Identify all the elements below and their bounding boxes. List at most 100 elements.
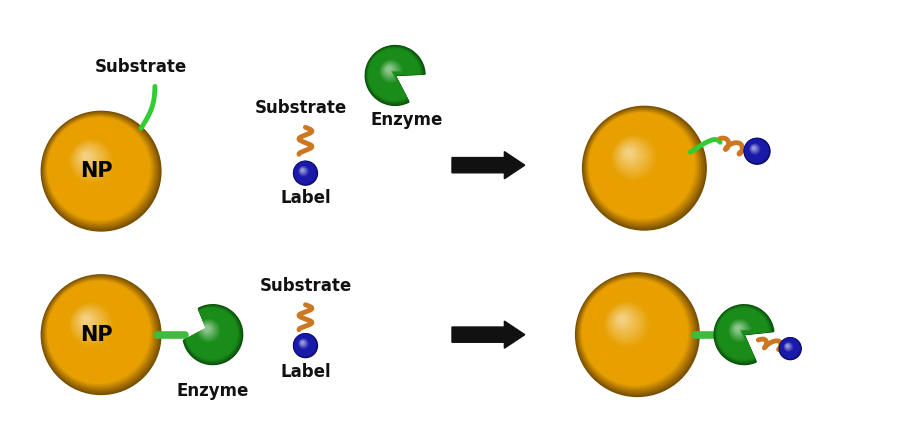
Wedge shape — [385, 66, 394, 74]
Ellipse shape — [296, 336, 313, 353]
Ellipse shape — [82, 315, 91, 325]
Wedge shape — [386, 66, 392, 73]
Text: Substrate: Substrate — [95, 58, 187, 77]
Ellipse shape — [751, 145, 759, 153]
Ellipse shape — [615, 139, 651, 175]
Ellipse shape — [57, 126, 135, 205]
Ellipse shape — [297, 165, 311, 179]
Wedge shape — [186, 307, 239, 361]
Ellipse shape — [786, 344, 789, 348]
Ellipse shape — [64, 134, 122, 192]
Ellipse shape — [297, 337, 312, 352]
Wedge shape — [367, 48, 421, 102]
Ellipse shape — [300, 340, 306, 346]
Ellipse shape — [614, 312, 633, 330]
Ellipse shape — [294, 334, 317, 358]
Wedge shape — [728, 319, 752, 342]
Ellipse shape — [66, 299, 119, 352]
Ellipse shape — [300, 168, 305, 173]
Ellipse shape — [75, 309, 102, 335]
Ellipse shape — [299, 167, 309, 176]
Ellipse shape — [299, 339, 308, 348]
Wedge shape — [724, 315, 759, 350]
Ellipse shape — [745, 140, 768, 162]
Ellipse shape — [52, 122, 143, 213]
Ellipse shape — [584, 108, 704, 228]
Ellipse shape — [297, 338, 311, 350]
Wedge shape — [197, 318, 222, 344]
Ellipse shape — [65, 299, 120, 354]
Ellipse shape — [744, 138, 770, 164]
Ellipse shape — [42, 276, 159, 392]
Ellipse shape — [56, 125, 137, 207]
Ellipse shape — [294, 334, 317, 357]
Ellipse shape — [68, 302, 115, 349]
Ellipse shape — [57, 290, 135, 369]
Ellipse shape — [785, 343, 791, 350]
Ellipse shape — [597, 121, 682, 205]
Ellipse shape — [596, 294, 663, 360]
Ellipse shape — [594, 291, 667, 364]
FancyArrow shape — [452, 152, 524, 179]
Ellipse shape — [588, 112, 697, 221]
Ellipse shape — [51, 284, 145, 378]
Ellipse shape — [300, 167, 307, 175]
Ellipse shape — [295, 163, 314, 182]
Ellipse shape — [612, 308, 638, 336]
Wedge shape — [726, 317, 755, 346]
Ellipse shape — [780, 338, 799, 358]
Ellipse shape — [302, 169, 304, 171]
Ellipse shape — [613, 137, 653, 177]
Ellipse shape — [750, 144, 761, 155]
Wedge shape — [721, 311, 763, 354]
Ellipse shape — [617, 314, 629, 326]
Ellipse shape — [82, 152, 91, 161]
Text: Label: Label — [280, 189, 330, 207]
Ellipse shape — [604, 128, 668, 192]
Wedge shape — [714, 305, 774, 365]
Ellipse shape — [577, 274, 698, 395]
Ellipse shape — [298, 338, 309, 349]
Ellipse shape — [41, 111, 161, 231]
Ellipse shape — [84, 153, 89, 159]
Ellipse shape — [47, 117, 152, 222]
Text: Substrate: Substrate — [254, 99, 347, 117]
Ellipse shape — [50, 284, 146, 380]
Ellipse shape — [612, 135, 656, 181]
Wedge shape — [192, 314, 229, 351]
Wedge shape — [371, 51, 417, 97]
Wedge shape — [718, 308, 768, 359]
Ellipse shape — [626, 150, 632, 156]
Ellipse shape — [608, 305, 644, 341]
Ellipse shape — [60, 294, 128, 361]
Ellipse shape — [296, 164, 313, 180]
Ellipse shape — [618, 142, 646, 169]
Wedge shape — [727, 318, 753, 344]
Ellipse shape — [783, 342, 795, 353]
Ellipse shape — [786, 345, 789, 348]
Ellipse shape — [786, 344, 790, 349]
Wedge shape — [735, 325, 743, 334]
Ellipse shape — [50, 120, 146, 216]
Ellipse shape — [75, 146, 102, 172]
Ellipse shape — [753, 147, 756, 150]
Wedge shape — [387, 67, 392, 72]
Ellipse shape — [295, 334, 316, 356]
Ellipse shape — [590, 114, 693, 217]
Ellipse shape — [785, 344, 791, 349]
Ellipse shape — [585, 110, 700, 224]
Text: Label: Label — [280, 362, 330, 381]
Ellipse shape — [588, 285, 678, 376]
Ellipse shape — [299, 167, 308, 175]
Ellipse shape — [610, 307, 640, 338]
Ellipse shape — [74, 144, 106, 176]
Wedge shape — [734, 324, 744, 334]
Wedge shape — [373, 53, 413, 94]
Ellipse shape — [295, 335, 315, 355]
Ellipse shape — [69, 303, 113, 346]
Ellipse shape — [58, 128, 131, 202]
Ellipse shape — [753, 147, 754, 149]
Ellipse shape — [750, 144, 760, 154]
Ellipse shape — [301, 341, 305, 345]
Ellipse shape — [302, 342, 304, 344]
